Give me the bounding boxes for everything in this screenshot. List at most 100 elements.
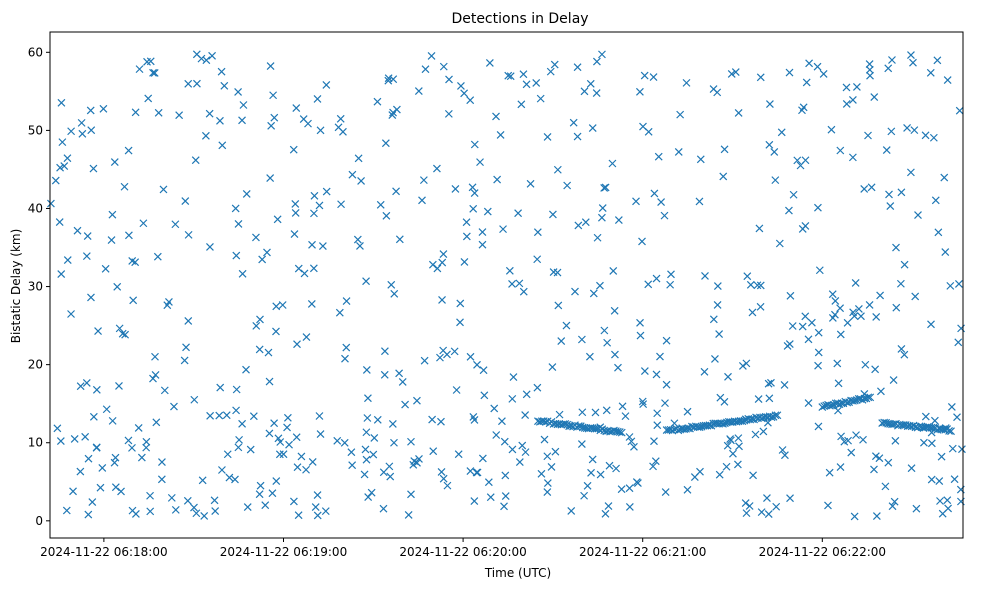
data-point: [884, 458, 893, 467]
data-point: [55, 218, 64, 226]
data-point: [51, 176, 60, 185]
data-point: [912, 504, 921, 513]
data-point: [370, 434, 379, 442]
data-point: [900, 350, 909, 359]
data-point: [652, 274, 661, 283]
data-point: [871, 365, 880, 374]
data-point: [562, 321, 571, 330]
data-point: [722, 462, 731, 471]
data-point: [184, 79, 193, 88]
data-point: [601, 509, 610, 518]
data-point: [364, 394, 372, 403]
data-point: [82, 252, 91, 261]
data-point: [900, 260, 909, 269]
data-point: [638, 237, 646, 246]
data-point: [753, 281, 762, 290]
data-point: [573, 63, 582, 72]
data-point: [264, 348, 273, 357]
data-point: [682, 78, 691, 87]
data-point: [278, 301, 287, 309]
data-point: [460, 258, 469, 266]
data-point: [439, 62, 448, 71]
data-point: [462, 232, 471, 241]
data-point: [401, 400, 410, 409]
data-point: [252, 321, 261, 330]
data-point: [492, 431, 501, 439]
data-point: [157, 475, 166, 484]
data-point: [603, 338, 612, 347]
data-point: [485, 59, 494, 67]
data-point: [316, 430, 325, 439]
data-point: [581, 218, 590, 227]
data-point: [137, 453, 146, 462]
data-point: [547, 462, 556, 471]
data-point: [859, 435, 867, 444]
data-point: [292, 433, 301, 442]
data-point: [649, 73, 658, 82]
data-point: [767, 413, 776, 422]
data-point: [585, 352, 594, 361]
data-point: [469, 413, 478, 421]
data-point: [364, 493, 373, 502]
data-point: [600, 183, 609, 192]
data-point: [580, 491, 589, 500]
data-point: [765, 394, 774, 403]
data-point: [596, 281, 604, 290]
data-point: [780, 451, 789, 460]
data-point: [143, 57, 151, 66]
data-point: [96, 483, 105, 492]
data-point: [521, 411, 530, 419]
data-point: [543, 132, 552, 141]
data-point: [181, 197, 190, 205]
data-point: [232, 385, 241, 394]
data-point: [170, 402, 178, 411]
data-point: [413, 458, 421, 467]
data-point: [881, 482, 890, 491]
data-point: [505, 266, 514, 275]
data-point: [872, 512, 881, 520]
data-point: [362, 366, 371, 374]
data-point: [796, 161, 805, 170]
data-point: [733, 460, 742, 469]
data-point: [231, 204, 240, 213]
data-point: [395, 369, 404, 378]
data-point: [892, 303, 901, 312]
data-point: [870, 93, 879, 102]
data-point: [84, 454, 93, 463]
data-point: [313, 491, 322, 499]
data-point: [837, 432, 846, 441]
data-point: [625, 484, 634, 493]
data-point: [154, 108, 163, 117]
data-point: [933, 56, 942, 65]
data-point: [517, 100, 526, 109]
x-tick-label: 2024-11-22 06:22:00: [759, 545, 886, 559]
data-point: [443, 481, 452, 490]
data-point: [504, 71, 513, 80]
data-point: [850, 396, 859, 405]
data-point: [793, 156, 802, 165]
data-point: [445, 75, 453, 84]
data-point: [81, 432, 90, 441]
data-point: [472, 468, 481, 477]
data-point: [731, 68, 740, 77]
data-point: [266, 62, 275, 70]
data-point: [490, 404, 499, 413]
data-point: [395, 235, 404, 244]
data-point: [386, 472, 395, 481]
data-point: [833, 359, 842, 368]
data-point: [814, 422, 823, 431]
data-point: [555, 410, 564, 419]
data-point: [470, 189, 479, 198]
data-point: [340, 438, 349, 447]
data-point: [583, 481, 592, 490]
data-point: [381, 139, 390, 148]
data-point: [451, 185, 460, 193]
data-point: [578, 408, 587, 417]
data-point: [506, 72, 515, 81]
data-point: [232, 406, 241, 415]
data-point: [746, 280, 755, 289]
data-point: [376, 200, 385, 209]
data-point: [70, 434, 79, 443]
data-point: [77, 118, 86, 127]
data-point: [235, 435, 244, 444]
